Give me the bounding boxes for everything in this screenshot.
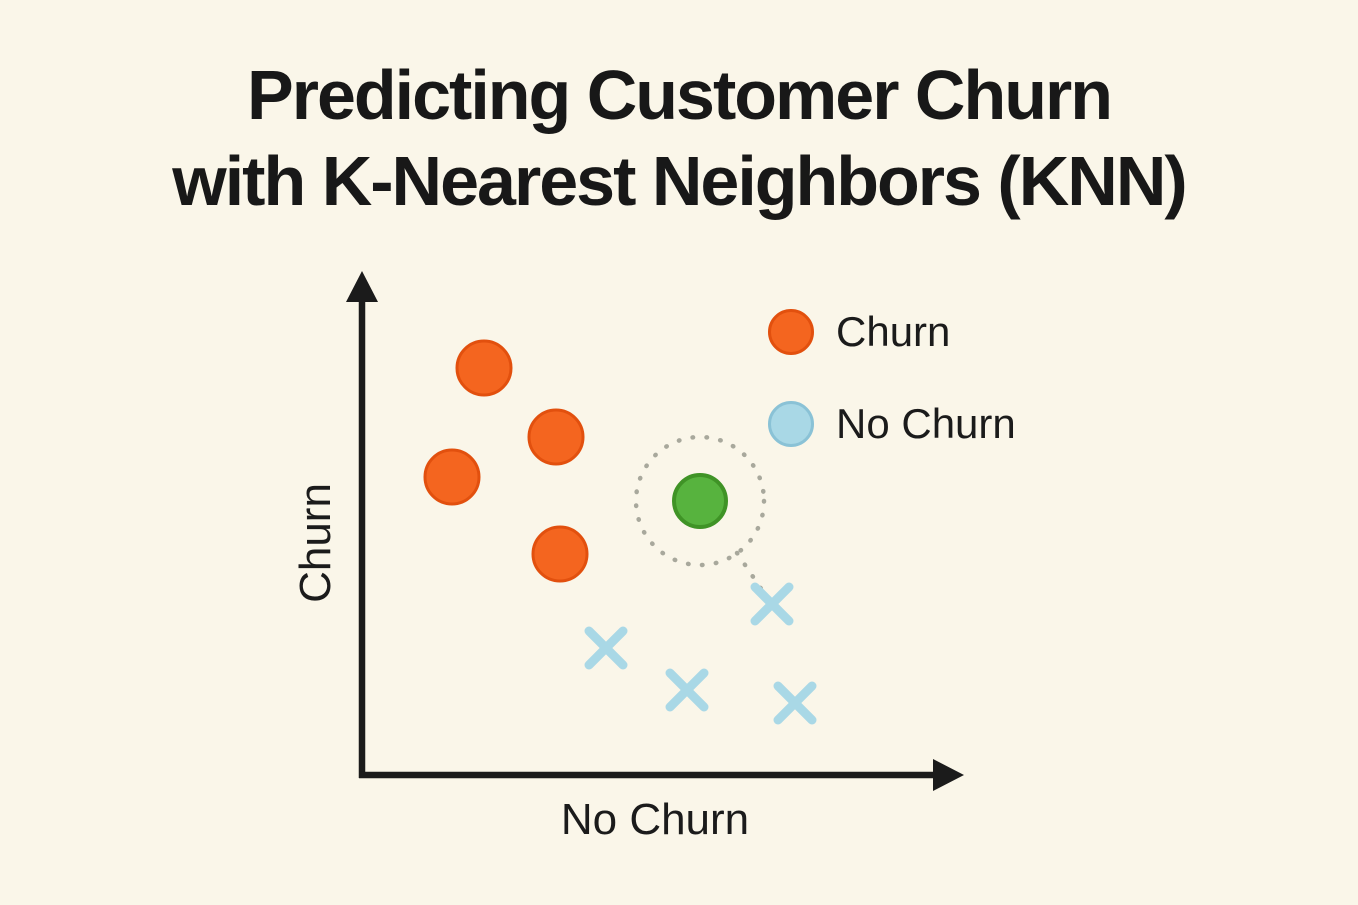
legend-item-no-churn: No Churn [768, 400, 1016, 448]
churn-point [527, 408, 585, 466]
query-point [672, 473, 728, 529]
legend: Churn No Churn [768, 308, 1016, 492]
no-churn-legend-label: No Churn [836, 400, 1016, 447]
legend-item-churn: Churn [768, 308, 1016, 356]
points-layer [423, 339, 817, 725]
y-axis-arrowhead [346, 271, 378, 302]
no-churn-x-mark [773, 681, 817, 725]
no-churn-legend-marker-icon [768, 401, 814, 447]
churn-point [531, 525, 589, 583]
title-line-2: with K-Nearest Neighbors (KNN) [172, 142, 1187, 220]
page-title: Predicting Customer Churn with K-Nearest… [0, 52, 1358, 224]
churn-legend-marker-icon [768, 309, 814, 355]
title-line-1: Predicting Customer Churn [247, 56, 1113, 134]
x-axis-label: No Churn [560, 795, 750, 844]
churn-point [455, 339, 513, 397]
no-churn-x-mark [665, 668, 709, 712]
no-churn-x-mark [584, 626, 628, 670]
neighborhood-ring [633, 434, 767, 568]
y-axis-label: Churn [291, 483, 340, 603]
no-churn-x-mark [750, 582, 794, 626]
x-axis-arrowhead [933, 759, 964, 791]
churn-legend-label: Churn [836, 308, 951, 355]
churn-point [423, 448, 481, 506]
